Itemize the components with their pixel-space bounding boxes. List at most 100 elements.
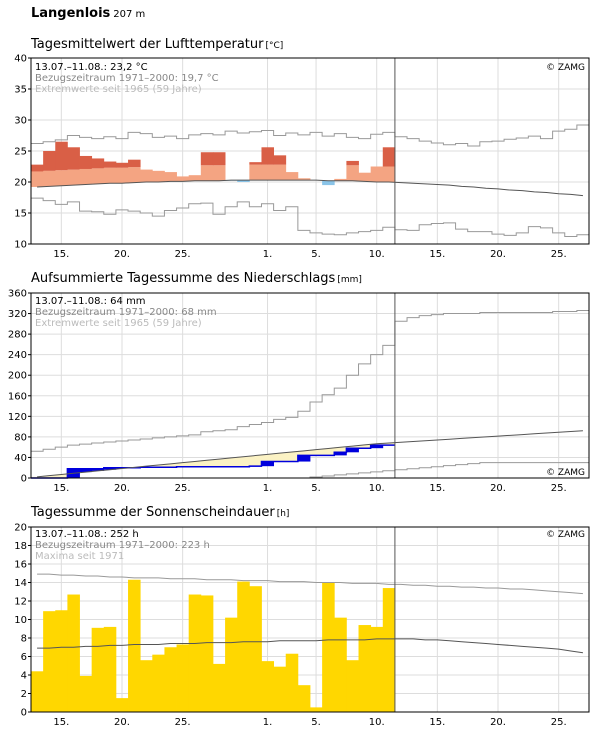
sunshine-ytick-label: 4 [21,671,27,682]
sunshine-bar [285,653,299,712]
precipitation-ytick-label: 40 [14,453,27,464]
precipitation-bar [382,443,396,446]
temperature-bar-above [55,141,68,171]
sunshine-xtick-label: 20. [114,717,130,728]
precipitation-info-current: 13.07.–11.08.: 64 mm [35,296,146,307]
temperature-bar-above [103,161,117,168]
temperature-ytick-label: 35 [14,85,27,96]
precipitation-axis: 0 40 80 120 160 200 240 280 320 360 15. 20. 25. 1. 5. 1… [8,289,590,494]
sunshine-unit: [h] [276,509,290,519]
temperature-bar-above [273,155,287,165]
sunshine-xtick-label: 5. [311,717,321,728]
sunshine-reference-line [37,638,584,654]
precipitation-increment-bar [297,455,311,462]
temperature-plot [31,58,589,244]
sunshine-axis: 0 2 4 6 8 10 12 14 16 18 20 15. 20. 25. 1. 5. 10. 15. 20. 2… [14,523,590,728]
temperature-bar-base [55,170,68,186]
temperature-bar-base [91,168,105,184]
sunshine-bar [176,644,190,712]
sunshine-bar [322,582,335,712]
sunshine-ytick-label: 14 [14,578,27,589]
temperature-bar-above [115,162,129,168]
sunshine-ytick-label: 0 [21,708,27,719]
sunshine-bar [297,685,311,712]
precipitation-increment-bar [334,452,347,456]
precipitation-bar [188,461,202,467]
precipitation-xtick-label: 15. [429,483,445,494]
temperature-bar-base [79,168,93,185]
sunshine-bar [188,594,202,712]
temperature-bar-above [200,152,214,166]
sunshine-bar [249,586,262,712]
temperature-bar-base [176,176,190,182]
sunshine-chart: 0 2 4 6 8 10 12 14 16 18 20 15. 20. 25. 1. 5. 10. 15. 20. 2… [14,523,590,728]
precipitation-bar [176,462,190,467]
precipitation-bar [55,474,68,478]
precipitation-ytick-label: 160 [8,391,27,402]
precipitation-bar [285,451,299,462]
temperature-bar-above [43,151,56,171]
temperature-bar-above [67,147,80,170]
temperature-reference-line [37,179,583,197]
precipitation-xtick-label: 20. [490,483,506,494]
sunshine-bar [140,660,153,712]
sunshine-ytick-label: 8 [21,634,27,645]
sunshine-bar [261,661,275,712]
sunshine-bar [79,675,93,712]
temperature-ytick-label: 15 [14,209,27,220]
precipitation-copyright: © ZAMG [546,468,585,478]
precipitation-xtick-label: 10. [369,483,385,494]
temperature-xtick-label: 5. [311,249,321,260]
sunshine-bar [67,594,80,712]
sunshine-bar [237,581,250,712]
sunshine-ytick-label: 10 [14,615,27,626]
sunshine-xtick-label: 15. [53,717,69,728]
sunshine-plot [31,527,584,712]
precipitation-bar [310,449,323,456]
precipitation-bar [164,463,177,468]
temperature-bar-base [67,169,80,186]
temperature-legend: 13.07.–11.08.: 23,2 °C Bezugszeitraum 19… [35,62,585,95]
temperature-bar-base [285,172,299,181]
sunshine-bar [43,611,56,712]
sunshine-xtick-label: 15. [429,717,445,728]
sunshine-xtick-label: 25. [551,717,567,728]
precipitation-plot-frame [30,292,590,479]
temperature-info-extremes: Extremwerte seit 1965 (59 Jahre) [35,84,202,95]
precipitation-ytick-label: 80 [14,432,27,443]
temperature-copyright: © ZAMG [546,63,585,73]
sunshine-info-reference: Bezugszeitraum 1971–2000: 223 h [35,540,210,551]
temperature-bar-base [128,167,141,183]
sunshine-bar [103,626,117,712]
temperature-chart-title: Tagesmittelwert der Lufttemperatur [°C] [31,37,283,52]
temperature-xtick-label: 10. [369,249,385,260]
temperature-bar-base [140,169,153,182]
precipitation-info-reference: Bezugszeitraum 1971–2000: 68 mm [35,307,217,318]
sunshine-ytick-label: 6 [21,652,27,663]
sunshine-legend: 13.07.–11.08.: 252 h Bezugszeitraum 1971… [35,529,585,562]
temperature-bar-base [200,165,214,181]
sunshine-xtick-label: 1. [263,717,273,728]
precipitation-xtick-label: 1. [263,483,273,494]
precipitation-bar [297,450,311,456]
sunshine-bar [200,595,214,712]
precipitation-bar [152,464,165,468]
precipitation-unit: [mm] [337,275,362,285]
precipitation-bar [79,468,93,473]
temperature-ytick-label: 10 [14,240,27,251]
sunshine-ytick-label: 16 [14,560,27,571]
temperature-bar-above [128,159,141,168]
temperature-xtick-label: 25. [551,249,567,260]
temperature-bar-below [322,180,335,186]
temperature-bar-above [346,160,359,166]
sunshine-bar [370,626,384,712]
precipitation-bar [200,460,214,467]
station-name: Langenlois [31,6,111,21]
temperature-bar-base [103,167,117,184]
sunshine-bar [212,663,226,712]
temperature-bar-base [164,172,177,182]
station-altitude: 207 m [113,9,146,20]
precipitation-bar [261,454,275,462]
sunshine-info-maxima: Maxima seit 1971 [35,551,124,562]
